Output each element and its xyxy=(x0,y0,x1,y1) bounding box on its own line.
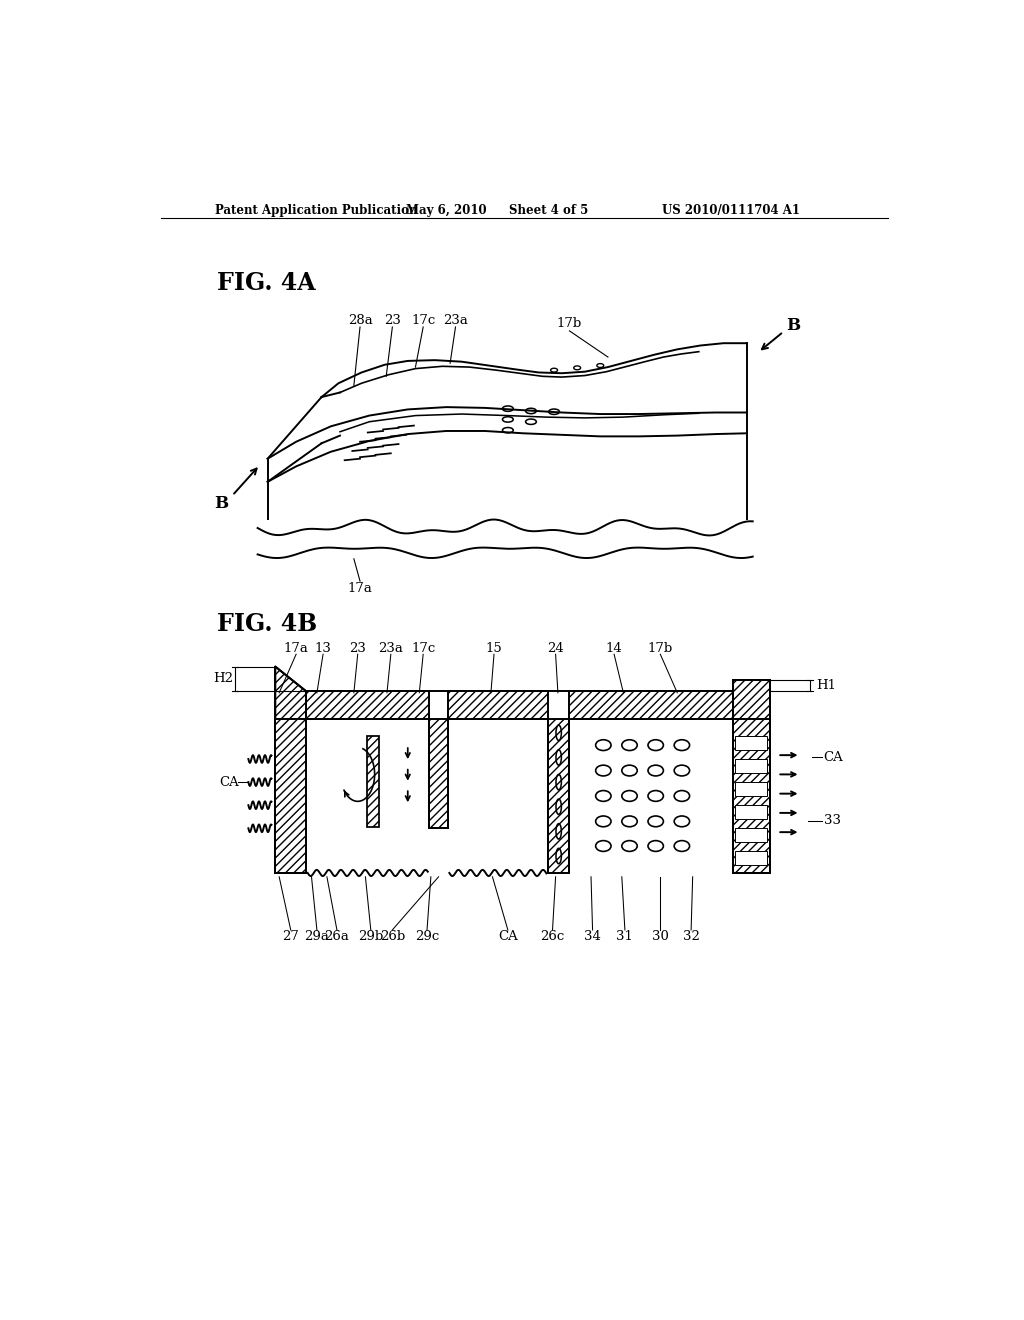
Text: 23: 23 xyxy=(349,642,367,655)
Bar xyxy=(735,851,767,866)
Polygon shape xyxy=(275,719,306,873)
Polygon shape xyxy=(447,692,548,719)
Polygon shape xyxy=(733,719,770,873)
Text: 29a: 29a xyxy=(304,929,330,942)
Text: H1: H1 xyxy=(816,680,836,693)
Text: 17c: 17c xyxy=(411,642,435,655)
Text: 31: 31 xyxy=(616,929,633,942)
Text: 23a: 23a xyxy=(379,642,403,655)
Text: 17a: 17a xyxy=(347,582,373,594)
Polygon shape xyxy=(275,667,306,719)
Text: 33: 33 xyxy=(823,814,841,828)
Text: 27: 27 xyxy=(283,929,299,942)
Bar xyxy=(735,781,767,796)
Text: 23a: 23a xyxy=(443,314,468,326)
Text: 14: 14 xyxy=(606,642,623,655)
Text: 26a: 26a xyxy=(325,929,349,942)
Bar xyxy=(735,805,767,818)
Bar xyxy=(735,829,767,842)
Text: US 2010/0111704 A1: US 2010/0111704 A1 xyxy=(662,205,800,218)
Polygon shape xyxy=(367,737,379,826)
Text: 23: 23 xyxy=(384,314,400,326)
Text: Sheet 4 of 5: Sheet 4 of 5 xyxy=(509,205,589,218)
Text: CA: CA xyxy=(219,776,239,788)
Text: 29c: 29c xyxy=(415,929,439,942)
Text: FIG. 4A: FIG. 4A xyxy=(217,271,315,296)
Text: 15: 15 xyxy=(485,642,503,655)
Text: May 6, 2010: May 6, 2010 xyxy=(407,205,486,218)
Polygon shape xyxy=(733,681,770,719)
Text: Patent Application Publication: Patent Application Publication xyxy=(215,205,418,218)
Text: 24: 24 xyxy=(547,642,564,655)
Text: 29b: 29b xyxy=(358,929,383,942)
Polygon shape xyxy=(569,692,733,719)
Bar xyxy=(735,759,767,774)
Text: 26b: 26b xyxy=(380,929,404,942)
Text: 17a: 17a xyxy=(284,642,308,655)
Text: 32: 32 xyxy=(683,929,699,942)
Text: H2: H2 xyxy=(214,672,233,685)
Bar xyxy=(735,737,767,750)
Text: 17c: 17c xyxy=(411,314,435,326)
Text: 26c: 26c xyxy=(541,929,564,942)
Text: 28a: 28a xyxy=(347,314,373,326)
Text: B: B xyxy=(785,317,800,334)
Text: 17b: 17b xyxy=(557,317,582,330)
Text: CA: CA xyxy=(823,751,844,764)
Text: B: B xyxy=(214,495,228,512)
Text: 30: 30 xyxy=(652,929,669,942)
Text: FIG. 4B: FIG. 4B xyxy=(217,612,316,636)
Text: 34: 34 xyxy=(584,929,601,942)
Polygon shape xyxy=(548,719,569,873)
Text: 17b: 17b xyxy=(648,642,673,655)
Text: CA: CA xyxy=(498,929,518,942)
Polygon shape xyxy=(429,719,447,829)
Polygon shape xyxy=(306,692,429,719)
Text: 13: 13 xyxy=(314,642,332,655)
